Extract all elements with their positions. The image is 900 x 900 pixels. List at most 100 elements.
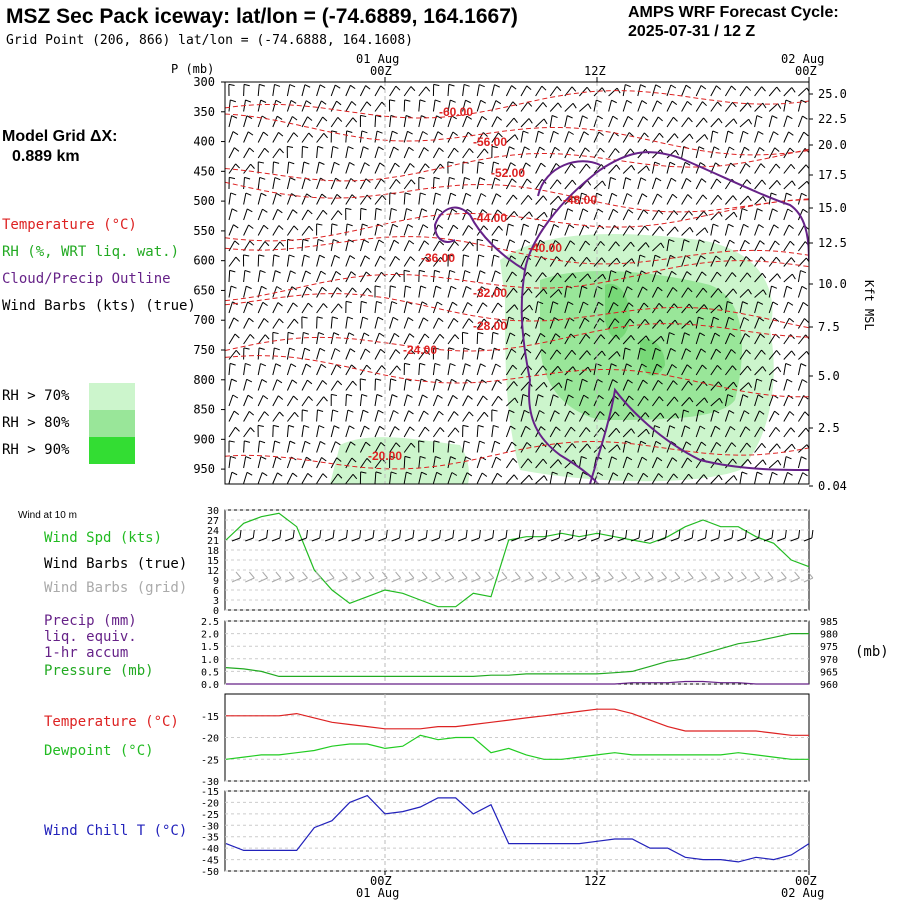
- wind-barb: [535, 146, 545, 159]
- wind-barb-flag: [293, 318, 299, 324]
- wind-barb-flag: [247, 131, 254, 136]
- wind-barb-flag: [771, 115, 778, 119]
- pressure-tick-label: 850: [193, 403, 215, 417]
- windchill-panel-tick-label: -50: [201, 867, 219, 878]
- wind-barb-flag: [567, 115, 573, 119]
- wind-barb: [476, 331, 484, 345]
- wind-barb-flag: [555, 333, 561, 338]
- wind-barb-staff: [359, 146, 364, 159]
- grid-wind-barb: [302, 571, 308, 579]
- wind-barb: [768, 131, 779, 143]
- wind-barb-staff: [462, 379, 468, 391]
- wind-barb-staff: [345, 194, 353, 205]
- wind-barb: [389, 471, 397, 484]
- wind-barb-staff: [739, 471, 743, 484]
- wind-barb-flag: [539, 146, 545, 151]
- wind-barb-flag: [702, 287, 708, 293]
- wind-barb-staff: [491, 100, 497, 112]
- wind-barb-flag: [645, 428, 650, 435]
- wind-barb-flag: [626, 456, 633, 461]
- wind-barb-staff: [476, 318, 485, 329]
- wind-barb-staff: [228, 301, 233, 314]
- wind-barb: [432, 269, 441, 283]
- wind-barb-staff: [374, 394, 378, 407]
- wind-barb-staff: [345, 364, 352, 376]
- wind-barb: [476, 456, 487, 469]
- wind-barb-staff: [666, 348, 672, 360]
- wind-barb-staff: [228, 192, 232, 205]
- wind-barb-staff: [754, 289, 764, 298]
- wind-barb-flag: [497, 395, 503, 401]
- wind-barb-staff: [403, 456, 406, 469]
- wind-barb: [637, 116, 648, 128]
- wind-barb-flag: [395, 442, 401, 448]
- wind-barb-staff: [608, 148, 616, 159]
- wind-barb-staff: [359, 115, 361, 128]
- wind-barb-staff: [462, 286, 467, 298]
- wind-panel-tick-label: 24: [207, 526, 219, 537]
- wind-barb: [286, 347, 296, 360]
- wind-barb: [739, 130, 749, 143]
- wind-barb-flag: [481, 115, 488, 121]
- wind-barb: [491, 456, 502, 469]
- wind-barb-staff: [651, 364, 658, 376]
- wind-barb: [505, 348, 517, 360]
- legend-rh90-swatch: [89, 437, 135, 464]
- wind-barb: [491, 286, 502, 298]
- wind-barb: [535, 102, 548, 112]
- wind-barb-staff: [286, 209, 294, 221]
- wind-barb: [768, 410, 780, 422]
- wind-barb-flag: [379, 425, 385, 431]
- wind-barb-flag: [482, 302, 488, 307]
- wind-barb: [272, 115, 283, 128]
- wind-barb-flag: [571, 349, 577, 355]
- wind-barb: [330, 130, 338, 143]
- wind-barb-flag: [288, 254, 295, 258]
- wind-barb-staff: [330, 84, 336, 97]
- wind-barb: [272, 270, 281, 283]
- wind-barb-flag: [700, 348, 707, 353]
- wind-barb-flag: [375, 207, 382, 211]
- wind-barb-staff: [330, 210, 339, 221]
- wind-barb-staff: [564, 349, 573, 360]
- wind-barb: [359, 223, 368, 236]
- wind-barb: [564, 196, 577, 205]
- wind-barb-flag: [424, 163, 430, 169]
- surface-wind-barb: [319, 529, 322, 539]
- wind-barb-staff: [681, 271, 688, 283]
- wind-barb-staff: [301, 363, 307, 376]
- wind-barb-staff: [359, 239, 365, 252]
- wind-barb: [768, 224, 779, 236]
- wind-barb: [330, 393, 338, 407]
- wind-barb: [798, 164, 809, 174]
- wind-barb: [724, 332, 736, 345]
- wind-barb: [257, 270, 266, 283]
- wind-barb-staff: [316, 223, 318, 236]
- wind-barb: [374, 162, 385, 174]
- wind-barb-staff: [535, 442, 543, 453]
- wind-barb: [403, 410, 414, 422]
- wind-barb: [286, 318, 299, 329]
- wind-barb-flag: [803, 131, 809, 137]
- wind-barb-flag: [700, 255, 706, 260]
- wind-barb: [505, 194, 518, 205]
- wind-barb-staff: [681, 303, 690, 314]
- wind-barb-flag: [423, 147, 429, 152]
- wind-barb-staff: [739, 382, 749, 391]
- wind-barb-staff: [257, 100, 262, 112]
- wind-barb: [725, 288, 738, 298]
- wind-barb-flag: [673, 396, 679, 402]
- wind-barb-flag: [347, 146, 354, 150]
- wind-barb-staff: [389, 394, 393, 407]
- wind-barb-flag: [308, 396, 313, 401]
- wind-barb: [578, 456, 587, 469]
- wind-barb-staff: [345, 271, 352, 283]
- wind-barb-staff: [783, 240, 791, 252]
- wind-barb: [359, 441, 371, 453]
- wind-barb: [418, 440, 425, 453]
- wind-barb-flag: [468, 148, 474, 154]
- wind-barb-flag: [597, 208, 604, 213]
- wind-barb-staff: [739, 86, 747, 97]
- grid-wind-barb: [235, 571, 242, 579]
- wind-barb: [651, 270, 662, 283]
